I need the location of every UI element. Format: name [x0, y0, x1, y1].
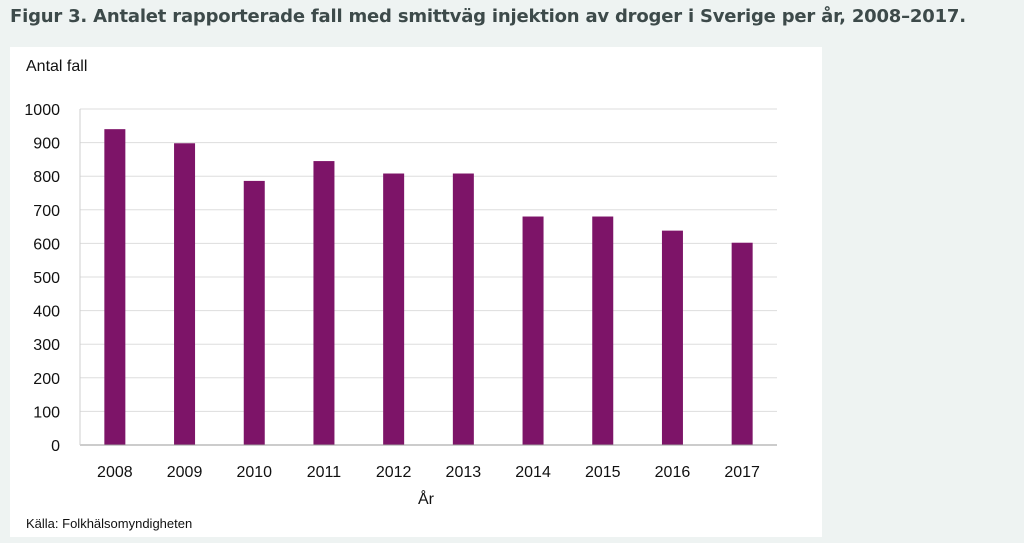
y-tick-label: 300: [33, 337, 60, 354]
bar-2010: [243, 180, 265, 446]
x-tick-label: 2008: [97, 464, 133, 481]
y-tick-label: 700: [33, 203, 60, 220]
bar-2016: [661, 230, 683, 445]
x-tick-label: 2011: [307, 464, 342, 481]
y-tick-label: 1000: [24, 102, 60, 119]
figure-title: Figur 3. Antalet rapporterade fall med s…: [10, 6, 966, 27]
bar-2017: [731, 242, 753, 445]
x-tick-label: 2015: [585, 464, 621, 481]
y-tick-label: 0: [51, 438, 60, 455]
y-tick-label: 100: [33, 404, 60, 421]
bar-2015: [592, 216, 614, 445]
y-tick-label: 400: [33, 304, 60, 321]
x-tick-label: 2017: [724, 464, 760, 481]
bar-2012: [383, 173, 405, 445]
y-tick-label: 500: [33, 270, 60, 287]
x-tick-label: 2016: [655, 464, 691, 481]
bar-2008: [104, 129, 126, 445]
x-axis-label: År: [418, 489, 435, 508]
x-tick-label: 2014: [515, 464, 551, 481]
y-axis-label: Antal fall: [26, 58, 88, 75]
y-tick-label: 600: [33, 236, 60, 253]
x-tick-label: 2013: [446, 464, 482, 481]
bar-2009: [174, 143, 196, 445]
bar-2013: [452, 173, 474, 445]
x-tick-label: 2009: [167, 464, 203, 481]
bar-chart: 0 100 200 300 400 500 600 700 800 900 1000 2008 2009…: [24, 102, 777, 508]
x-tick-label: 2012: [376, 464, 412, 481]
y-tick-label: 900: [33, 136, 60, 153]
source-note: Källa: Folkhälsomyndigheten: [26, 516, 193, 531]
bar-2011: [313, 161, 335, 445]
y-tick-label: 200: [33, 371, 60, 388]
chart-panel: Antal fall 0 100 200 300 400 500 600 700 800 900 1…: [10, 47, 822, 537]
x-tick-label: 2010: [236, 464, 272, 481]
bar-2014: [522, 216, 544, 445]
y-tick-label: 800: [33, 169, 60, 186]
